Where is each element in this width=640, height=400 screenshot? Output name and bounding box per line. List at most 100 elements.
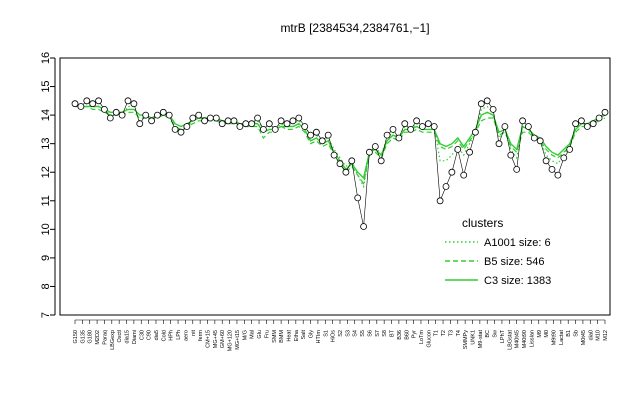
- x-tick-label: T4: [456, 330, 462, 336]
- x-tick-label: S4: [353, 330, 359, 337]
- data-point: [360, 223, 368, 230]
- data-point: [548, 165, 556, 173]
- x-tick-label: nit: [191, 330, 197, 336]
- x-tick-label: LPhT: [500, 329, 506, 343]
- x-tick-label: Oxctl: [117, 330, 123, 343]
- x-tick-label: Glu: [257, 330, 263, 339]
- data-point: [295, 114, 303, 122]
- y-tick-label: 13: [40, 138, 52, 150]
- data-point: [483, 97, 491, 105]
- data-point: [289, 117, 297, 125]
- x-tick-label: M0t45: [581, 330, 587, 345]
- x-tick-label: aero: [183, 330, 189, 341]
- data-point: [513, 165, 521, 173]
- x-tick-label: S8: [382, 330, 388, 337]
- data-point: [407, 125, 415, 133]
- data-point: [283, 120, 291, 128]
- legend-entry: B5 size: 546: [484, 256, 545, 268]
- x-tick-label: Lisslan: [529, 330, 535, 347]
- data-point: [89, 100, 97, 108]
- x-tick-label: M2D2: [95, 330, 101, 345]
- data-point: [271, 125, 279, 133]
- data-point: [324, 131, 332, 139]
- x-tick-label: S3: [345, 330, 351, 337]
- data-point: [525, 123, 532, 130]
- data-point: [572, 120, 579, 128]
- x-tick-label: G135: [80, 330, 86, 343]
- x-tick-label: LoTm: [419, 330, 425, 344]
- x-tick-label: S1: [323, 330, 329, 337]
- data-point: [365, 148, 373, 156]
- data-point: [330, 151, 338, 159]
- x-tick-label: S5: [360, 330, 366, 337]
- data-point: [418, 123, 426, 130]
- y-tick-label: 9: [40, 255, 52, 261]
- data-point: [212, 114, 220, 122]
- x-tick-label: Cold: [161, 330, 167, 341]
- data-point: [495, 140, 503, 148]
- y-axis: 7 8 9 10 11 12 13 14 15 16: [40, 52, 56, 318]
- x-tick-label: Etha: [294, 329, 300, 341]
- data-point: [354, 194, 362, 202]
- data-point: [101, 106, 108, 113]
- x-tick-label: S6: [367, 330, 373, 337]
- data-point: [201, 117, 209, 125]
- x-tick-label: SMM: [272, 330, 278, 343]
- data-point: [377, 157, 385, 165]
- x-tick-label: M40t45: [515, 330, 521, 348]
- x-tick-label: M9: [537, 330, 543, 338]
- x-tick-label: M9-stat: [478, 330, 484, 349]
- data-point: [177, 128, 185, 136]
- x-tick-label: T1: [434, 330, 440, 336]
- data-point: [248, 120, 256, 128]
- x-tick-label: M12: [603, 330, 609, 341]
- y-tick-label: 15: [40, 80, 52, 92]
- data-point: [224, 117, 232, 125]
- data-point: [395, 134, 403, 142]
- x-tick-label: SMMPy: [463, 330, 469, 350]
- x-tick-label: MG+120: [228, 330, 234, 351]
- data-point: [401, 120, 409, 128]
- x-tick-label: GM+60: [220, 330, 226, 348]
- data-point: [436, 197, 444, 205]
- data-point: [501, 123, 509, 130]
- x-tick-label: MG+45: [213, 330, 219, 348]
- y-tick-label: 8: [40, 283, 52, 289]
- data-point: [583, 123, 591, 130]
- x-tick-label: C90: [147, 330, 153, 340]
- data-point: [312, 128, 320, 136]
- x-tick-label: dia15: [125, 330, 131, 343]
- x-tick-label: Mal: [250, 330, 256, 339]
- data-point: [206, 114, 214, 122]
- x-tick-label: Paraq: [102, 330, 108, 345]
- x-tick-label: C30: [139, 330, 145, 340]
- x-tick-label: B60: [404, 330, 410, 340]
- data-point: [165, 111, 173, 119]
- x-axis: G150 G135 G180 M2D2 Paraq LBGexp Oxctl dia15 Dia…: [73, 319, 609, 351]
- x-tick-label: Heat: [286, 330, 292, 342]
- data-point: [71, 100, 79, 108]
- data-point: [460, 171, 468, 179]
- data-point: [348, 157, 356, 165]
- x-tick-label: dia5: [154, 330, 160, 340]
- x-tick-label: S2: [338, 330, 344, 337]
- data-point: [489, 106, 497, 113]
- data-point: [542, 157, 550, 165]
- x-tick-label: BT: [390, 329, 396, 337]
- data-point: [259, 125, 267, 133]
- y-tick-label: 11: [40, 195, 52, 206]
- x-tick-label: Gly: [309, 330, 315, 339]
- data-point: [159, 108, 167, 116]
- y-tick-label: 16: [40, 52, 52, 64]
- x-tick-label: M0: [544, 330, 550, 338]
- data-point: [106, 114, 114, 122]
- x-tick-label: BC: [485, 330, 491, 338]
- legend-entry: C3 size: 1383: [484, 275, 551, 287]
- data-point: [83, 97, 91, 105]
- x-tick-label: LBGstat: [507, 330, 513, 350]
- data-point: [554, 171, 562, 179]
- data-point: [130, 100, 138, 108]
- data-points: [71, 97, 609, 230]
- y-tick-label: 7: [40, 312, 52, 318]
